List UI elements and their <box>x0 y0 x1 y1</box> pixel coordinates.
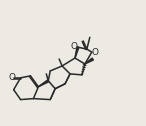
Text: O: O <box>8 73 15 82</box>
Polygon shape <box>38 80 49 87</box>
Polygon shape <box>75 47 79 58</box>
Polygon shape <box>85 58 93 64</box>
Text: O: O <box>71 42 78 51</box>
Text: O: O <box>92 48 99 57</box>
